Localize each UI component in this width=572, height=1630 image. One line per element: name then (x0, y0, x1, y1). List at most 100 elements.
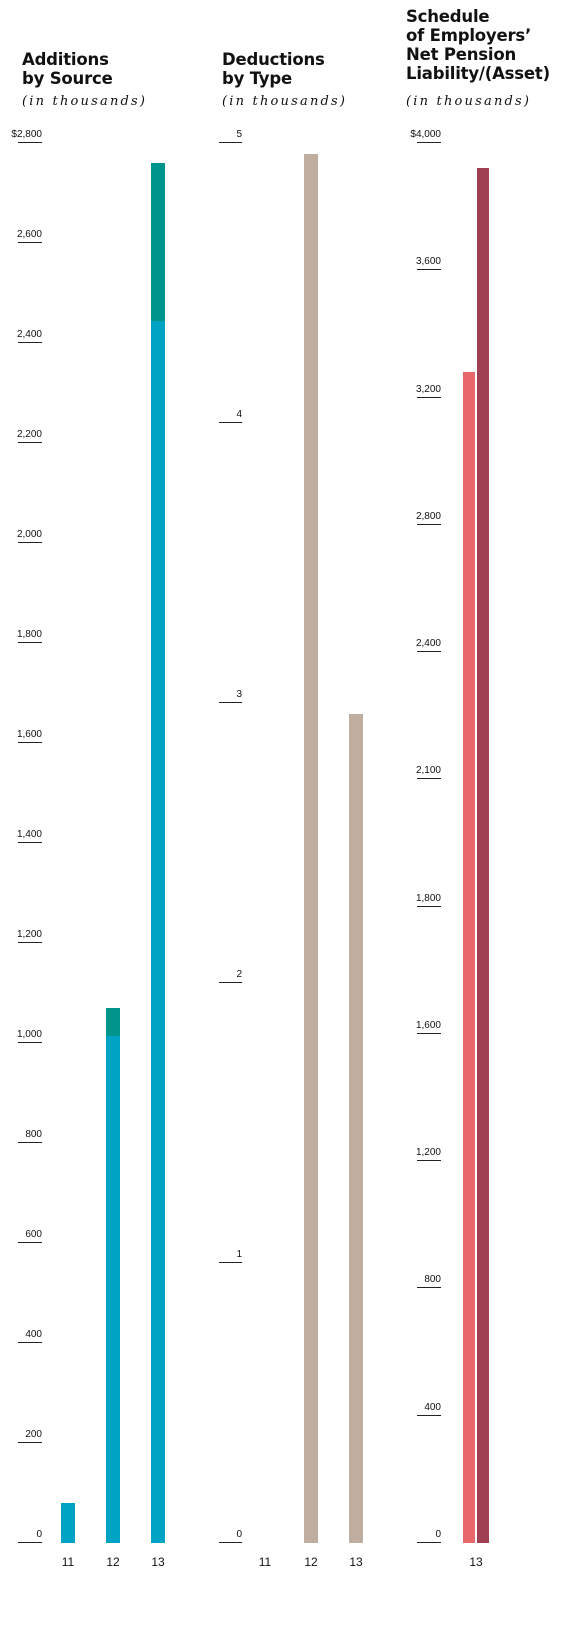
deductions-ytick: 1 (219, 1247, 242, 1263)
schedule-ytick-line (417, 269, 441, 271)
schedule-ytick-line (417, 1160, 441, 1162)
schedule-title-line-2: of Employers’ (406, 26, 532, 45)
additions-bar-12-s2 (106, 1008, 120, 1036)
deductions-ytick-label: 4 (236, 409, 242, 420)
schedule-ytick-label: 800 (424, 1274, 441, 1286)
additions-ytick: 2,400 (16, 327, 42, 343)
additions-ytick: 800 (18, 1127, 42, 1143)
additions-ytick-label: 800 (25, 1129, 42, 1140)
additions-ytick: 400 (18, 1327, 42, 1343)
additions-ytick-line (18, 442, 42, 443)
additions-subtitle: (in thousands) (22, 94, 148, 109)
schedule-ytick-label: 1,600 (415, 1019, 441, 1031)
additions-ytick-label: 1,800 (16, 629, 42, 640)
schedule-bar-13-s1 (463, 372, 475, 1543)
additions-title-line-2: by Source (22, 69, 113, 88)
deductions-ytick-line (219, 702, 242, 703)
additions-xtick-label-11: 11 (61, 1555, 75, 1569)
deductions-ytick-label: 2 (236, 969, 242, 980)
deductions-title-line-2: by Type (222, 69, 292, 88)
additions-ytick: $2,800 (11, 127, 42, 143)
additions-ytick: 2,200 (17, 427, 42, 443)
schedule-title-line-4: Liability/(Asset) (406, 64, 550, 83)
schedule-ytick: 1,600 (415, 1018, 441, 1034)
schedule-ytick-label: 0 (435, 1529, 441, 1540)
deductions-ytick-line (219, 1542, 242, 1543)
additions-ytick: 1,600 (16, 727, 42, 743)
schedule-ytick-label: 1,200 (415, 1147, 441, 1159)
additions-ytick-label: 1,600 (16, 729, 42, 740)
additions-ytick-line (18, 1042, 42, 1043)
deductions-xtick-label-12: 12 (304, 1555, 318, 1569)
additions-ytick-line (18, 1542, 42, 1543)
additions-ytick-line (18, 642, 42, 643)
additions-ytick-label: 600 (25, 1229, 42, 1240)
deductions-xtick-label-11: 11 (258, 1555, 272, 1569)
schedule-ytick-line (417, 396, 441, 398)
deductions-ytick-line (219, 1262, 242, 1263)
schedule-xtick-label-13: 13 (469, 1555, 483, 1569)
deductions-ytick: 4 (219, 407, 242, 423)
additions-ytick-label: 1,400 (16, 829, 42, 840)
schedule-ytick: 2,400 (416, 636, 441, 653)
schedule-ytick-line (417, 1542, 441, 1543)
deductions-bar-12-s1 (304, 154, 318, 1543)
schedule-ytick-line (417, 1032, 441, 1034)
schedule-ytick-line (417, 523, 441, 525)
additions-ytick-line (18, 342, 42, 343)
schedule-ytick-line (417, 1414, 441, 1416)
additions-ytick-line (18, 1242, 42, 1243)
schedule-ytick: 2,800 (415, 509, 441, 525)
deductions-ytick: 5 (219, 127, 242, 143)
additions-ytick: 0 (18, 1527, 42, 1543)
additions-bar-12-s1 (106, 1035, 120, 1543)
schedule-ytick: 3,600 (415, 254, 441, 271)
schedule-ytick-label: 3,200 (415, 383, 441, 395)
additions-bar-13-s1 (151, 320, 165, 1543)
schedule-ytick-label: 2,100 (415, 765, 441, 777)
schedule-ytick: 1,800 (415, 891, 441, 907)
schedule-ytick: 400 (417, 1400, 441, 1416)
additions-ytick-label: 400 (25, 1329, 42, 1340)
schedule-ytick-line (417, 778, 441, 780)
deductions-ytick-line (219, 422, 242, 423)
additions-ytick-line (18, 842, 42, 843)
additions-ytick-line (18, 742, 42, 743)
additions-ytick-line (18, 1142, 42, 1143)
additions-ytick-line (18, 142, 42, 143)
schedule-ytick-label: 1,800 (415, 892, 441, 904)
additions-xtick-label-13: 13 (151, 1555, 165, 1569)
additions-ytick: 1,800 (16, 627, 42, 643)
additions-ytick-label: 1,000 (16, 1029, 42, 1040)
additions-ytick: 600 (18, 1227, 42, 1243)
schedule-ytick-label: 3,600 (415, 256, 441, 268)
additions-ytick-line (18, 1342, 42, 1343)
additions-ytick-line (18, 1442, 42, 1443)
deductions-ytick-line (219, 982, 242, 983)
additions-xtick-label-12: 12 (106, 1555, 120, 1569)
deductions-title: Deductions by Type (222, 50, 325, 88)
deductions-ytick-label: 3 (236, 689, 242, 700)
additions-ytick-line (18, 542, 42, 543)
schedule-ytick: $4,000 (410, 127, 441, 143)
additions-ytick: 2,600 (16, 227, 42, 243)
deductions-ytick-line (219, 142, 242, 143)
schedule-title: Schedule of Employers’ Net Pension Liabi… (406, 7, 550, 83)
schedule-ytick-label: 2,800 (415, 510, 441, 522)
deductions-ytick: 0 (219, 1527, 242, 1543)
schedule-ytick: 3,200 (415, 382, 441, 398)
deductions-xtick-label-13: 13 (349, 1555, 363, 1569)
schedule-ytick-line (417, 1287, 441, 1289)
schedule-ytick-line (417, 905, 441, 907)
deductions-ytick: 3 (219, 687, 242, 703)
additions-ytick: 1,400 (16, 827, 42, 843)
additions-panel: Additions by Source (in thousands) 0 200 4… (0, 0, 190, 1630)
schedule-ytick: 0 (417, 1527, 441, 1543)
additions-ytick: 1,200 (17, 927, 42, 943)
deductions-subtitle: (in thousands) (222, 94, 348, 109)
additions-ytick: 200 (18, 1427, 42, 1443)
additions-ytick-label: 2,400 (16, 329, 42, 340)
additions-ytick-label: 2,600 (16, 229, 42, 240)
